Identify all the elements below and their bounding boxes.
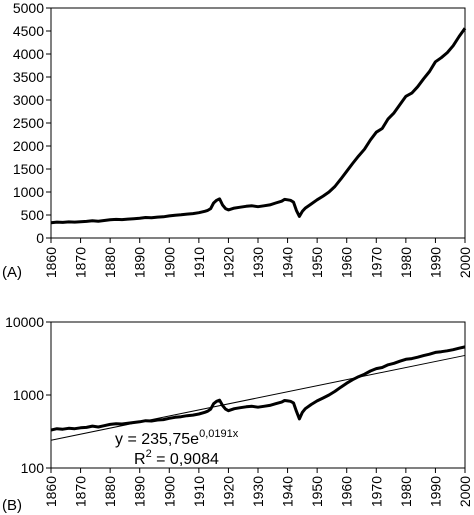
y-tick-label-a: 1000 bbox=[13, 184, 44, 200]
x-tick-label-a: 1940 bbox=[280, 247, 296, 278]
x-tick-label-b: 1930 bbox=[250, 476, 266, 507]
y-tick-label-a: 2000 bbox=[13, 138, 44, 154]
x-tick-label-b: 1950 bbox=[309, 476, 325, 507]
x-tick-label-a: 1970 bbox=[368, 247, 384, 278]
x-tick-label-b: 1980 bbox=[398, 476, 414, 507]
y-tick-label-b: 1000 bbox=[13, 387, 44, 403]
x-tick-label-a: 2000 bbox=[457, 247, 473, 278]
x-tick-label-b: 1990 bbox=[427, 476, 443, 507]
y-tick-label-a: 2500 bbox=[13, 115, 44, 131]
panel-label-a: (A) bbox=[2, 264, 22, 281]
x-tick-label-b: 1880 bbox=[102, 476, 118, 507]
plot-frame-a bbox=[50, 7, 466, 239]
x-tick-label-b: 1960 bbox=[339, 476, 355, 507]
x-tick-label-a: 1930 bbox=[250, 247, 266, 278]
x-tick-label-b: 1910 bbox=[191, 476, 207, 507]
x-tick-label-b: 1920 bbox=[220, 476, 236, 507]
x-tick-label-b: 2000 bbox=[457, 476, 473, 507]
chart-panel-a: 0 500 1000 1500 2000 2500 3000 3500 4000 4500 5000… bbox=[2, 0, 473, 281]
x-tick-label-a: 1860 bbox=[43, 247, 59, 278]
x-tick-label-b: 1940 bbox=[280, 476, 296, 507]
x-tick-label-b: 1970 bbox=[368, 476, 384, 507]
series-line-a bbox=[50, 27, 467, 225]
y-tick-label-a: 4000 bbox=[13, 46, 44, 62]
x-tick-label-b: 1870 bbox=[73, 476, 89, 507]
x-tick-label-a: 1910 bbox=[191, 247, 207, 278]
x-tick-label-a: 1950 bbox=[309, 247, 325, 278]
plot-frame-b bbox=[50, 321, 466, 469]
y-tick-label-b: 100 bbox=[21, 460, 45, 476]
x-tick-label-a: 1990 bbox=[427, 247, 443, 278]
panel-label-b: (B) bbox=[2, 497, 22, 514]
x-tick-label-a: 1900 bbox=[161, 247, 177, 278]
trend-line-b bbox=[50, 354, 466, 441]
x-tick-label-a: 1870 bbox=[73, 247, 89, 278]
y-tick-label-a: 3000 bbox=[13, 92, 44, 108]
x-tick-label-a: 1980 bbox=[398, 247, 414, 278]
y-tick-label-a: 1500 bbox=[13, 161, 44, 177]
y-tick-label-a: 3500 bbox=[13, 69, 44, 85]
x-tick-label-a: 1960 bbox=[339, 247, 355, 278]
fit-r-squared: R2 = 0,9084 bbox=[134, 448, 219, 468]
x-tick-label-b: 1890 bbox=[132, 476, 148, 507]
y-tick-label-a: 0 bbox=[36, 230, 44, 246]
x-tick-label-b: 1860 bbox=[43, 476, 59, 507]
fit-equation: y = 235,75e0,0191x bbox=[115, 428, 239, 448]
x-tick-label-b: 1900 bbox=[161, 476, 177, 507]
chart-panel-b: 100 1000 10000 1860 1870 1880 1890 1900 1910 1920… bbox=[2, 314, 473, 514]
y-tick-label-a: 5000 bbox=[13, 0, 44, 16]
y-tick-label-b: 10000 bbox=[5, 314, 44, 330]
x-tick-label-a: 1880 bbox=[102, 247, 118, 278]
x-tick-label-a: 1920 bbox=[220, 247, 236, 278]
y-tick-label-a: 4500 bbox=[13, 23, 44, 39]
y-tick-label-a: 500 bbox=[21, 207, 45, 223]
series-line-b bbox=[50, 345, 466, 432]
x-tick-label-a: 1890 bbox=[132, 247, 148, 278]
